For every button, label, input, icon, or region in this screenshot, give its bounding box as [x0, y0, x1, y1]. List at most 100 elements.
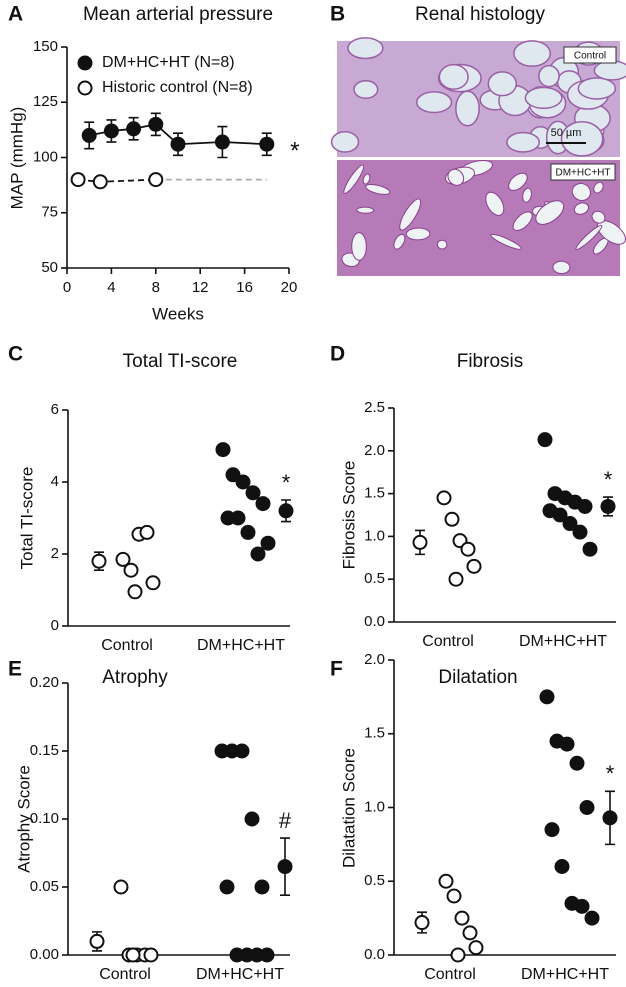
x-tick-label: Control — [422, 633, 474, 650]
filled-point — [255, 496, 271, 512]
filled-point — [259, 136, 275, 152]
image-label: DM+HC+HT — [555, 168, 610, 179]
filled-point — [234, 743, 250, 759]
filled-point — [240, 524, 256, 540]
filled-point — [569, 755, 585, 771]
tubule — [347, 37, 384, 60]
x-tick-label: DM+HC+HT — [521, 966, 609, 983]
y-tick-label: 2.0 — [364, 651, 385, 668]
y-axis-label: Atrophy Score — [14, 765, 33, 873]
tubule — [485, 191, 505, 216]
filled-point — [126, 121, 142, 137]
annotation: # — [279, 808, 292, 833]
tubule — [535, 200, 565, 225]
y-tick-label: 1.5 — [364, 485, 385, 502]
filled-point — [244, 811, 260, 827]
chart-title: Atrophy — [102, 667, 168, 688]
mean-point — [414, 915, 430, 931]
filled-point — [574, 898, 590, 914]
tubule — [591, 210, 606, 224]
legend-marker — [77, 80, 93, 96]
chart-title: Total TI-score — [123, 351, 238, 372]
tubule — [399, 198, 422, 231]
tubule — [365, 183, 391, 195]
filled-point — [544, 822, 560, 838]
x-tick-label: Control — [99, 966, 151, 983]
filled-point — [577, 498, 593, 514]
filled-point — [148, 116, 164, 132]
open-point — [115, 551, 131, 567]
tubule — [353, 79, 379, 100]
tubule — [343, 164, 365, 194]
y-tick-label: 0 — [51, 617, 59, 634]
y-tick-label: 2.5 — [364, 399, 385, 416]
tubule — [487, 71, 517, 97]
y-tick-label: 2.0 — [364, 442, 385, 459]
tubule — [438, 63, 469, 90]
mean-point — [278, 503, 294, 519]
scale-label: 50 µm — [551, 127, 582, 139]
open-point — [446, 888, 462, 904]
filled-point — [539, 689, 555, 705]
y-tick-label: 125 — [33, 93, 58, 110]
open-point — [448, 571, 464, 587]
panel-letter: B — [330, 3, 345, 26]
filled-point — [554, 859, 570, 874]
tubule — [573, 202, 590, 215]
annotation: * — [606, 761, 615, 786]
filled-point — [219, 879, 235, 895]
open-point — [438, 873, 454, 889]
y-tick-label: 6 — [51, 401, 59, 418]
tubule — [362, 173, 371, 185]
series-line — [78, 178, 156, 183]
tubule — [356, 206, 375, 214]
filled-point — [235, 474, 251, 490]
filled-point — [214, 134, 230, 150]
y-axis-label: Total TI-score — [17, 467, 36, 570]
image-label: Control — [574, 51, 606, 62]
open-point — [462, 925, 478, 941]
filled-point — [259, 947, 275, 963]
y-tick-label: 0.0 — [364, 946, 385, 963]
filled-point — [254, 879, 270, 895]
annotation: * — [282, 470, 291, 495]
filled-point — [170, 136, 186, 152]
y-tick-label: 100 — [33, 148, 58, 165]
open-point — [127, 584, 143, 600]
image-label-box — [563, 46, 617, 64]
x-tick-label: 16 — [236, 279, 253, 296]
tubule — [416, 91, 453, 114]
x-tick-label: Control — [101, 637, 153, 654]
y-tick-label: 0.10 — [30, 810, 59, 827]
tubule — [330, 131, 360, 153]
x-tick-label: DM+HC+HT — [519, 633, 607, 650]
panel-letter: E — [8, 658, 22, 681]
open-point — [123, 562, 139, 578]
tubule — [508, 172, 528, 191]
open-point — [145, 575, 161, 591]
y-tick-label: 50 — [41, 259, 58, 276]
y-tick-label: 0.5 — [364, 570, 385, 587]
y-tick-label: 75 — [41, 204, 58, 221]
x-tick-label: 12 — [192, 279, 209, 296]
tubule — [593, 60, 626, 81]
open-point — [143, 947, 159, 963]
filled-point — [225, 467, 241, 483]
legend-label: DM+HC+HT (N=8) — [102, 54, 235, 71]
mean-point — [412, 534, 428, 550]
x-tick-label: 8 — [152, 279, 160, 296]
tubule — [560, 121, 604, 157]
chart-title: Dilatation — [438, 667, 517, 688]
tubule — [512, 211, 533, 232]
open-point — [70, 172, 86, 188]
panel-letter: F — [330, 658, 343, 681]
chart-title: Mean arterial pressure — [83, 4, 273, 25]
tubule — [455, 90, 480, 127]
open-point — [139, 524, 155, 540]
open-point — [436, 490, 452, 506]
filled-point — [579, 800, 595, 815]
y-tick-label: 0.05 — [30, 878, 59, 895]
filled-point — [230, 510, 246, 526]
filled-point — [260, 535, 276, 551]
x-tick-label: Control — [424, 966, 476, 983]
